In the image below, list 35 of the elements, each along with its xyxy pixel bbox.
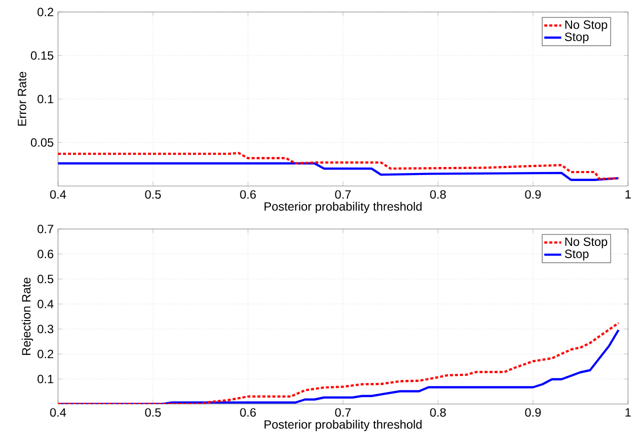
- x-tick-label: 0.4: [50, 408, 66, 417]
- x-tick-label: 0.5: [145, 190, 161, 199]
- legend-label: No Stop: [565, 20, 608, 32]
- y-tick-label: 0.6: [38, 250, 54, 258]
- y-tick-label: 0.2: [38, 350, 54, 358]
- y-tick-label: 0.7: [38, 224, 54, 234]
- x-axis-title: Posterior probability threshold: [264, 202, 422, 214]
- line-series: [58, 152, 620, 180]
- y-tick-label: 0.3: [38, 324, 54, 334]
- x-tick-label: 1: [626, 408, 631, 416]
- y-tick-label: 0.5: [38, 274, 54, 284]
- y-tick-label: 0.2: [38, 8, 54, 16]
- x-tick-label: 0.4: [50, 190, 66, 199]
- y-tick-label: 0.1: [38, 374, 54, 384]
- y-tick-label: 0.15: [30, 51, 54, 60]
- x-tick-label: 0.5: [145, 408, 161, 417]
- x-tick-label: 0.7: [335, 408, 351, 417]
- x-axis-title: Posterior probability threshold: [264, 420, 422, 432]
- x-tick-label: 0.7: [335, 190, 351, 199]
- line-series: [58, 162, 620, 182]
- x-tick-label: 0.6: [240, 190, 256, 199]
- y-tick-label: 0.4: [38, 300, 54, 308]
- y-axis-title: Error Rate: [18, 72, 26, 126]
- y-axis-title: Rejection Rate: [22, 278, 33, 355]
- x-tick-label: 0.9: [525, 190, 541, 199]
- x-tick-label: 0.9: [525, 408, 541, 417]
- y-tick-label: 0.1: [38, 94, 54, 104]
- y-tick-label: 0.05: [30, 138, 54, 147]
- x-tick-label: 0.6: [240, 408, 256, 417]
- x-tick-label: 1: [626, 190, 631, 198]
- legend-label: No Stop: [565, 237, 608, 248]
- legend-label: Stop: [564, 32, 589, 44]
- legend-label: Stop: [564, 250, 589, 260]
- x-tick-label: 0.8: [430, 408, 446, 417]
- x-tick-label: 0.8: [430, 190, 446, 199]
